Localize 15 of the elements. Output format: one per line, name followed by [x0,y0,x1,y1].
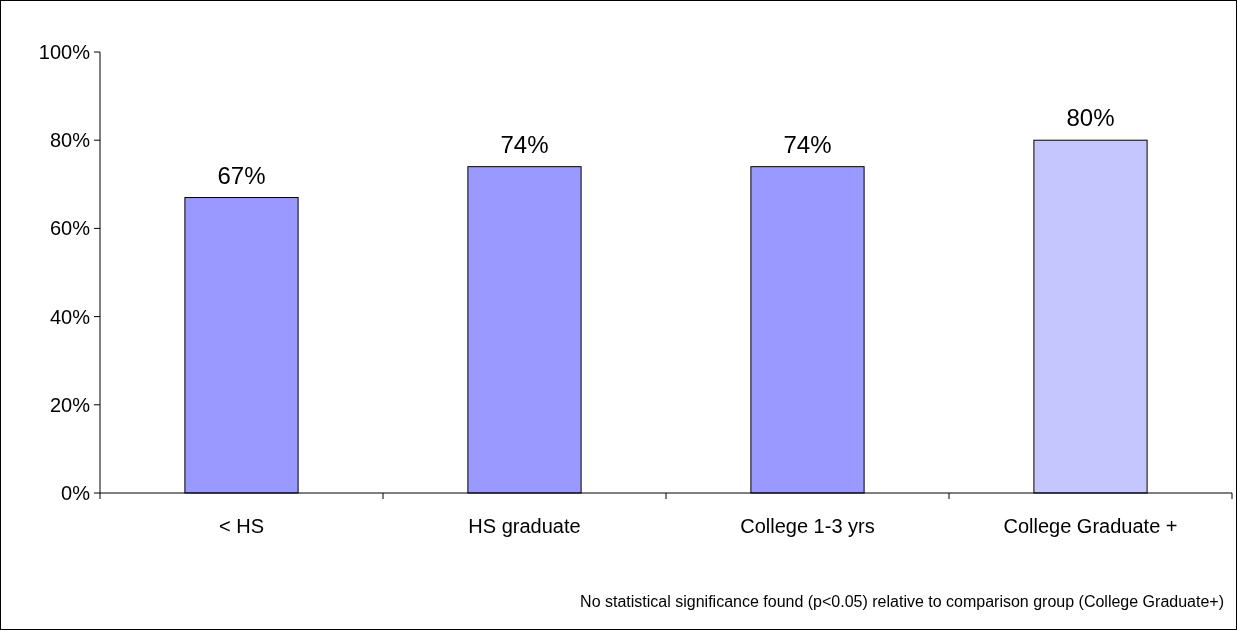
x-tick-label: College 1-3 yrs [740,515,875,537]
x-tick-label: < HS [218,515,265,537]
data-label: 80% [1066,104,1115,132]
x-tick-label: College Graduate + [1003,515,1178,537]
y-tick-label: 100% [38,41,91,63]
y-tick-label: 40% [49,305,91,328]
y-tick-label: 20% [49,393,91,416]
data-label: 74% [783,130,832,158]
text: No statistical significance found (p<0.05) relative to comparison group (College Graduate+) [580,593,1224,610]
data-label: 67% [217,161,266,189]
y-tick-label: 0% [61,482,91,504]
y-tick-label: 60% [49,217,91,240]
y-tick-label: 80% [49,129,91,152]
x-tick-label: HS graduate [468,515,581,537]
data-label: 74% [500,130,549,158]
